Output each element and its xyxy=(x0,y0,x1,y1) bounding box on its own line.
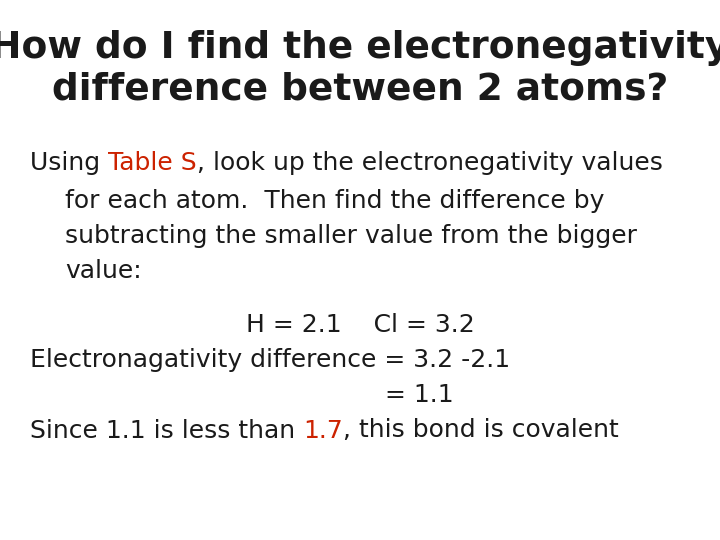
Text: Table S: Table S xyxy=(109,151,197,175)
Text: Electronagativity difference = 3.2 -2.1: Electronagativity difference = 3.2 -2.1 xyxy=(30,348,510,372)
Text: subtracting the smaller value from the bigger: subtracting the smaller value from the b… xyxy=(65,224,636,248)
Text: , this bond is covalent: , this bond is covalent xyxy=(343,418,619,442)
Text: 1.7: 1.7 xyxy=(303,418,343,442)
Text: H = 2.1    Cl = 3.2: H = 2.1 Cl = 3.2 xyxy=(246,313,474,337)
Text: for each atom.  Then find the difference by: for each atom. Then find the difference … xyxy=(65,189,604,213)
Text: How do I find the electronegativity: How do I find the electronegativity xyxy=(0,30,720,66)
Text: Using: Using xyxy=(30,151,109,175)
Text: difference between 2 atoms?: difference between 2 atoms? xyxy=(52,71,668,107)
Text: , look up the electronegativity values: , look up the electronegativity values xyxy=(197,151,663,175)
Text: Since 1.1 is less than: Since 1.1 is less than xyxy=(30,418,303,442)
Text: value:: value: xyxy=(65,259,141,283)
Text: = 1.1: = 1.1 xyxy=(384,383,454,407)
